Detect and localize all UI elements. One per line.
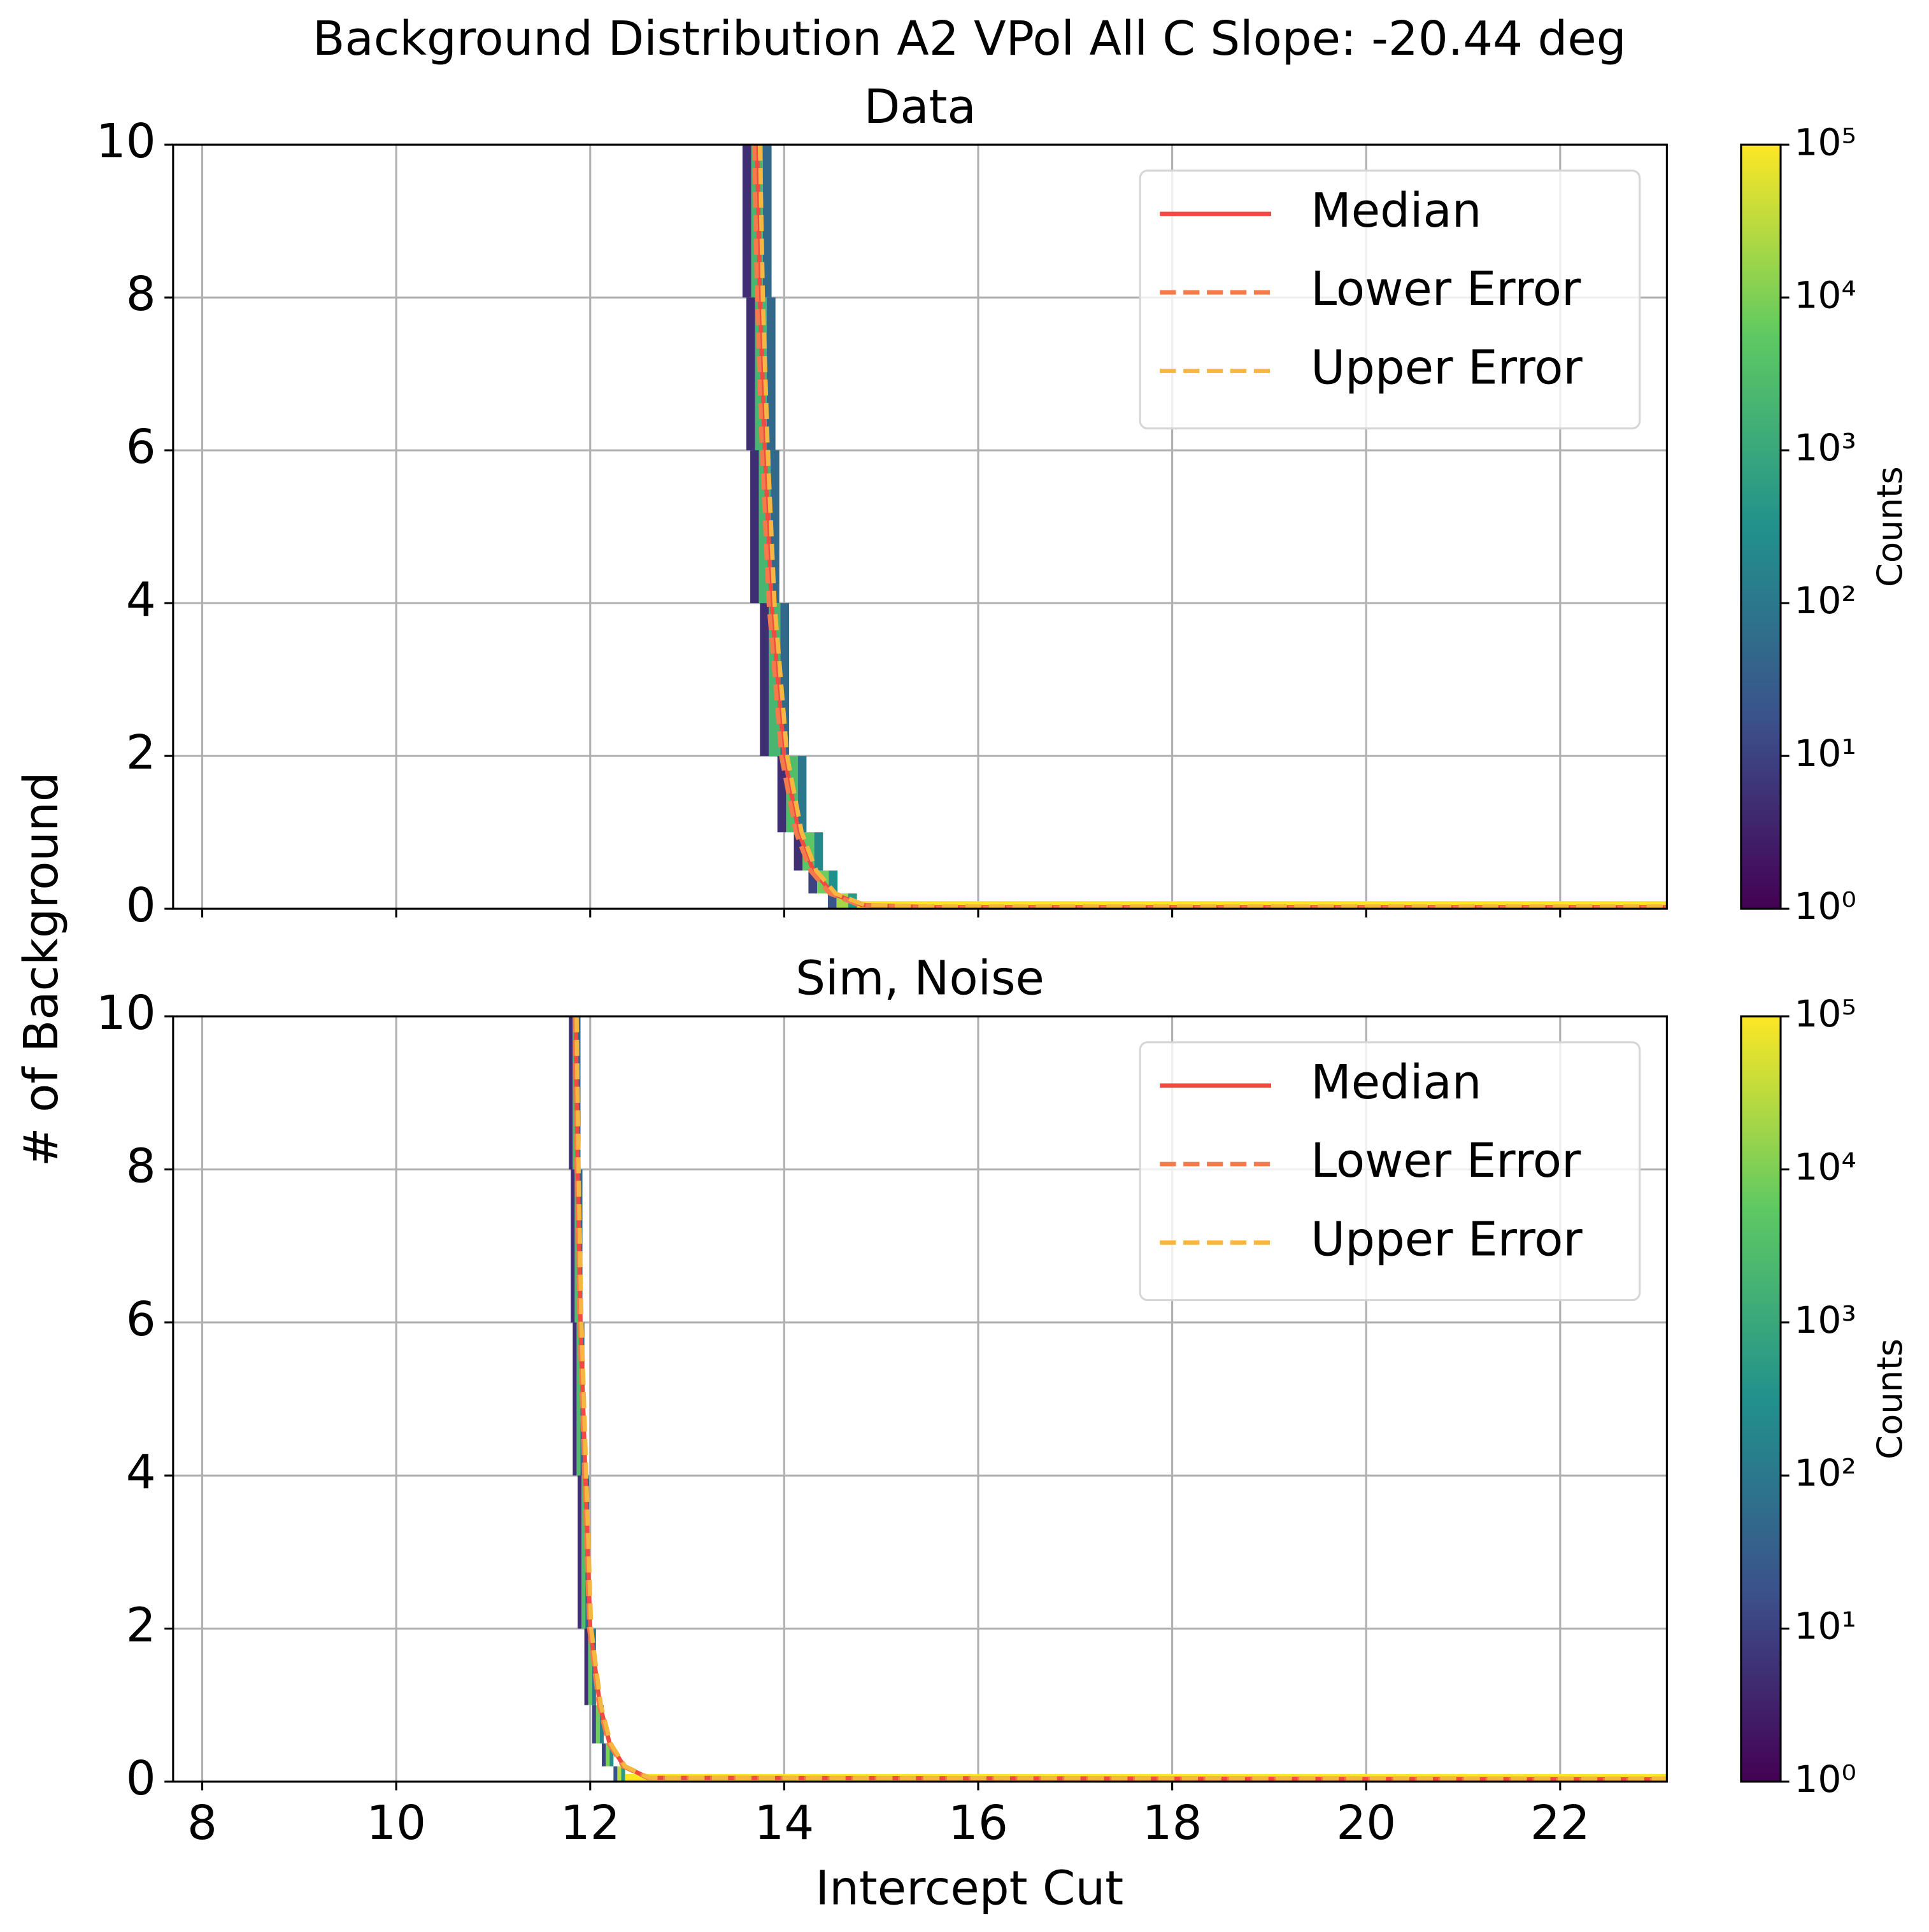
x-tick-label: 12 xyxy=(560,1796,620,1850)
heatmap-cell xyxy=(777,756,787,833)
colorbar-tick-label: 10⁵ xyxy=(1794,992,1856,1035)
colorbar-tick-label: 10¹ xyxy=(1794,732,1856,775)
y-tick-label: 2 xyxy=(126,726,156,780)
heatmap-cell xyxy=(766,297,776,451)
legend-label: Median xyxy=(1311,1056,1481,1110)
colorbar-tick-label: 10⁴ xyxy=(1794,1146,1856,1189)
heatmap-cell xyxy=(606,1743,610,1766)
colorbar-tick-label: 10² xyxy=(1794,1451,1856,1495)
x-tick-label: 18 xyxy=(1142,1796,1202,1850)
plot-area xyxy=(569,1016,1667,1782)
heatmap-cell xyxy=(621,1766,625,1782)
x-tick-label: 8 xyxy=(187,1796,217,1850)
heatmap-cell xyxy=(613,1766,618,1782)
colorbar-tick-label: 10³ xyxy=(1794,426,1856,469)
heatmap-cell xyxy=(797,756,807,833)
x-axis-label: Intercept Cut xyxy=(815,1862,1123,1916)
y-tick-label: 8 xyxy=(126,1139,156,1193)
x-tick-label: 10 xyxy=(366,1796,426,1850)
heatmap-cell xyxy=(762,145,772,298)
legend-label: Lower Error xyxy=(1311,262,1581,316)
legend-box xyxy=(1139,1041,1641,1302)
heatmap-cell xyxy=(771,450,779,604)
heatmap-cell xyxy=(577,1475,582,1629)
y-tick-label: 0 xyxy=(126,1752,156,1806)
heatmap-cell xyxy=(588,1628,592,1705)
heatmap-cell xyxy=(571,1169,575,1323)
colorbar-tick-label: 10³ xyxy=(1794,1298,1856,1342)
y-tick-label: 8 xyxy=(126,267,156,322)
series-line xyxy=(751,145,1667,909)
heatmap-cell xyxy=(569,1016,573,1170)
heatmap-cell xyxy=(584,1628,588,1705)
heatmap-cell xyxy=(595,1705,600,1744)
y-tick-label: 6 xyxy=(126,1293,156,1347)
colorbar-tick-label: 10⁵ xyxy=(1794,120,1856,164)
colorbar-label: Counts xyxy=(1870,466,1910,587)
y-tick-label: 6 xyxy=(126,420,156,474)
colorbar-tick-label: 10² xyxy=(1794,579,1856,622)
legend-label: Lower Error xyxy=(1311,1134,1581,1188)
legend-label: Upper Error xyxy=(1311,1212,1583,1267)
subplot-title: Sim, Noise xyxy=(795,952,1044,1006)
legend-label: Median xyxy=(1311,184,1481,238)
colorbar-tick-label: 10⁰ xyxy=(1794,1758,1856,1801)
heatmap-cell xyxy=(581,1475,586,1629)
colorbar xyxy=(1740,1015,1782,1783)
heatmap-cell xyxy=(573,1322,577,1476)
colorbar xyxy=(1740,143,1782,910)
heatmap-cell xyxy=(814,832,823,871)
axes-frame xyxy=(172,1015,1668,1783)
heatmap-cell xyxy=(617,1766,622,1782)
x-tick-label: 22 xyxy=(1530,1796,1590,1850)
y-tick-label: 4 xyxy=(126,573,156,627)
heatmap-cell xyxy=(592,1705,596,1744)
series-line xyxy=(757,145,1667,909)
heatmap-cell xyxy=(742,145,751,298)
y-axis-label: # of Background xyxy=(15,772,69,1167)
suptitle: Background Distribution A2 VPol All C Sl… xyxy=(313,12,1626,66)
heatmap-cell xyxy=(609,1743,614,1766)
y-tick-label: 0 xyxy=(126,879,156,933)
axes-frame xyxy=(172,143,1668,910)
plot-area xyxy=(742,145,1667,909)
colorbar-tick-label: 10⁰ xyxy=(1794,884,1856,928)
heatmap-cell xyxy=(760,603,769,756)
colorbar-tick-label: 10⁴ xyxy=(1794,273,1856,316)
heatmap-cell xyxy=(750,450,759,604)
x-tick-label: 20 xyxy=(1336,1796,1396,1850)
colorbar-tick-label: 10¹ xyxy=(1794,1605,1856,1648)
heatmap-cell xyxy=(602,1743,606,1766)
heatmap-cell xyxy=(574,1169,579,1323)
heatmap-cell xyxy=(746,297,755,451)
y-tick-label: 2 xyxy=(126,1599,156,1653)
colorbar-label: Counts xyxy=(1870,1339,1910,1460)
y-tick-label: 10 xyxy=(96,986,156,1041)
legend-label: Upper Error xyxy=(1311,341,1583,395)
y-tick-label: 4 xyxy=(126,1445,156,1500)
x-tick-label: 16 xyxy=(948,1796,1008,1850)
series-line xyxy=(573,1016,1667,1782)
subplot-title: Data xyxy=(864,80,976,134)
legend-box xyxy=(1139,169,1641,430)
x-tick-label: 14 xyxy=(754,1796,814,1850)
y-tick-label: 10 xyxy=(96,115,156,169)
heatmap-cell xyxy=(576,1322,581,1476)
